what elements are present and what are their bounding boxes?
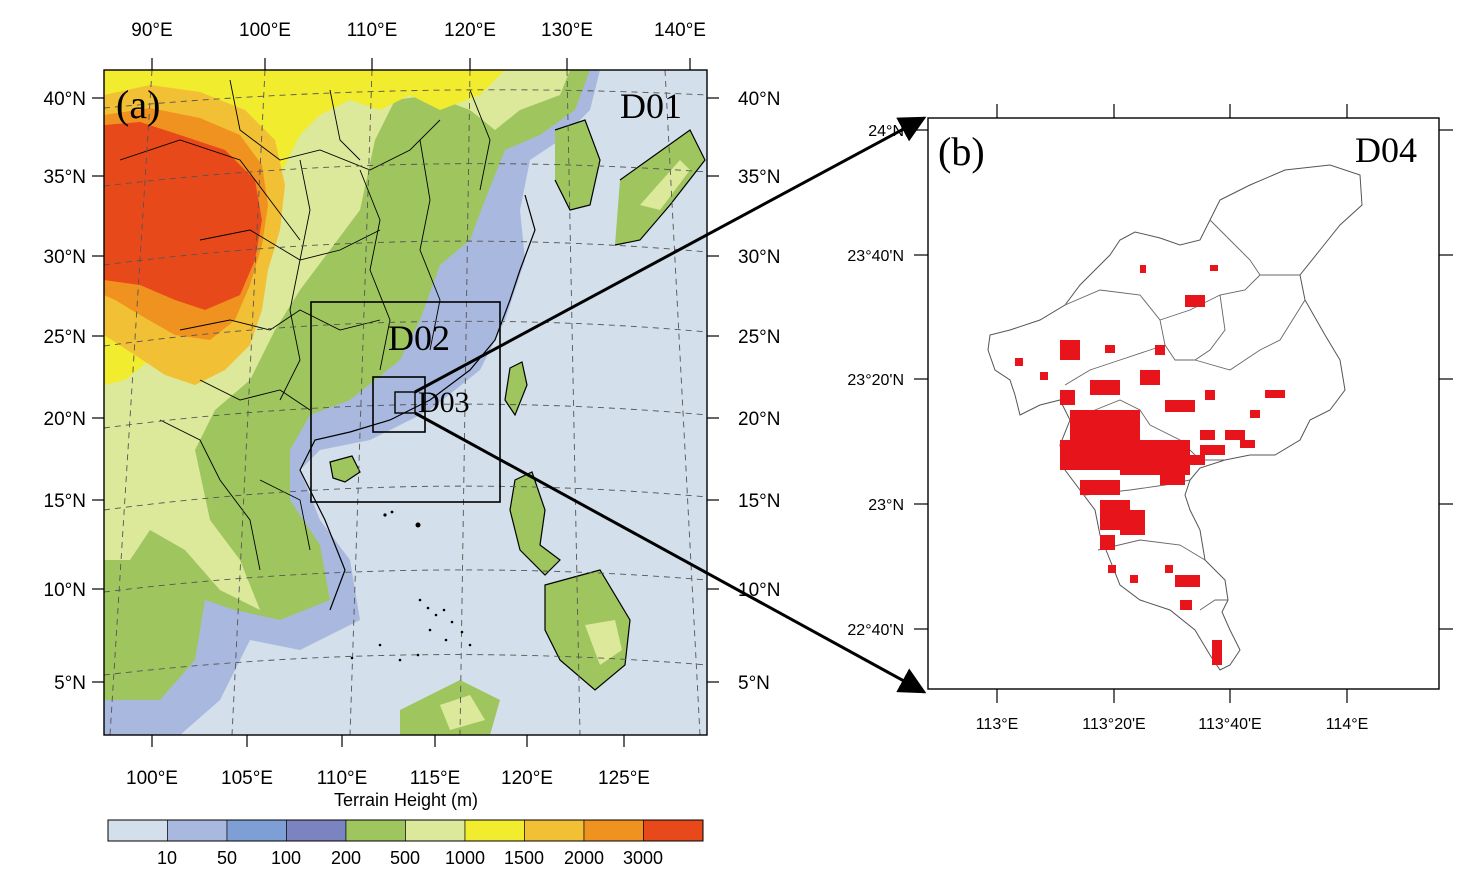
- terrain-layer-3000m: [104, 122, 262, 310]
- panel-b-map: (b) D04 24°N 23°40'N 23°20'N 23°N 22°40'…: [847, 104, 1453, 733]
- colorbar-cell: [286, 819, 347, 842]
- left-lat-label: 35°N: [44, 167, 86, 188]
- colorbar-label: 100: [271, 848, 301, 868]
- right-lat-label: 5°N: [738, 673, 770, 694]
- bottom-lon-label: 114°E: [1326, 716, 1369, 733]
- left-lat-label: 30°N: [44, 247, 86, 268]
- left-lat-label: 23°40'N: [847, 248, 904, 265]
- top-lon-label: 110°E: [347, 20, 398, 41]
- philippines-south-high: [585, 620, 622, 665]
- panel-a-top-lon-labels: 90°E 100°E 110°E 120°E 130°E 140°E: [131, 20, 706, 41]
- colorbar-labels: 10 50 100 200 500 1000 1500 2000 3000: [157, 848, 663, 868]
- taiwan-island: [505, 362, 527, 415]
- left-lat-label: 22°40'N: [847, 622, 904, 639]
- domain-label-d03: D03: [418, 386, 470, 419]
- panel-b-bottom-lon-labels: 113°E 113°20'E 113°40'E 114°E: [976, 716, 1369, 733]
- colorbar-cell: [643, 819, 704, 842]
- top-lon-label: 120°E: [444, 20, 496, 41]
- top-lon-label: 90°E: [131, 20, 172, 41]
- right-lat-label: 30°N: [738, 247, 780, 268]
- colorbar-cell: [167, 819, 228, 842]
- domain-label-d02: D02: [388, 318, 450, 358]
- coastlines: [299, 119, 706, 691]
- left-lat-label: 23°N: [868, 497, 904, 514]
- bottom-lon-label: 105°E: [221, 768, 273, 789]
- top-lon-label: 100°E: [239, 20, 291, 41]
- colorbar-title: Terrain Height (m): [334, 790, 478, 810]
- colorbar-cell: [405, 819, 466, 842]
- right-lat-label: 15°N: [738, 491, 780, 512]
- left-lat-label: 20°N: [44, 409, 86, 430]
- colorbar: Terrain Height (m) 10 50 100 200 500 100…: [107, 790, 704, 868]
- left-lat-label: 23°20'N: [847, 372, 904, 389]
- domain-box-d04: [394, 391, 416, 414]
- bottom-lon-label: 120°E: [501, 768, 553, 789]
- panel-a-bottom-lon-labels: 100°E 105°E 110°E 115°E 120°E 125°E: [126, 768, 650, 789]
- left-lat-label: 25°N: [44, 327, 86, 348]
- colorbar-cell: [464, 819, 525, 842]
- panel-b-left-lat-labels: 24°N 23°40'N 23°20'N 23°N 22°40'N: [847, 123, 904, 639]
- colorbar-label: 200: [331, 848, 361, 868]
- city-outline: [987, 164, 1363, 671]
- japan-islands-inner: [640, 160, 690, 210]
- colorbar-cell: [345, 819, 406, 842]
- connector-arrow-bottom: [414, 411, 927, 694]
- panel-b-ticks: [914, 104, 1453, 703]
- colorbar-label: 3000: [623, 848, 663, 868]
- panel-a-label: (a): [116, 82, 160, 127]
- scs-islands: [350, 510, 472, 662]
- bottom-lon-label: 115°E: [410, 768, 461, 789]
- left-lat-label: 40°N: [44, 89, 86, 110]
- left-lat-label: 15°N: [44, 491, 86, 512]
- philippines-luzon: [510, 472, 560, 575]
- left-lat-label: 24°N: [868, 123, 904, 140]
- colorbar-label: 50: [217, 848, 237, 868]
- urban-areas: [1015, 265, 1285, 665]
- colorbar-cell: [107, 819, 168, 842]
- colorbar-label: 10: [157, 848, 177, 868]
- domain-box-d02: [310, 301, 501, 503]
- hainan-island: [330, 456, 360, 482]
- province-boundaries: [119, 79, 491, 571]
- bottom-lon-label: 113°20'E: [1082, 716, 1145, 733]
- domain-label-d04: D04: [1355, 130, 1417, 170]
- top-lon-label: 140°E: [654, 20, 706, 41]
- panel-a-frame: [103, 69, 708, 736]
- right-lat-label: 40°N: [738, 89, 780, 110]
- colorbar-cell: [583, 819, 644, 842]
- borneo-high: [440, 695, 485, 730]
- colorbar-label: 1500: [504, 848, 544, 868]
- right-lat-label: 10°N: [738, 580, 780, 601]
- colorbar-frame: [107, 819, 704, 842]
- colorbar-label: 500: [390, 848, 420, 868]
- colorbar-cells: [107, 819, 704, 842]
- colorbar-cell: [226, 819, 287, 842]
- colorbar-label: 2000: [564, 848, 604, 868]
- bottom-lon-label: 110°E: [317, 768, 368, 789]
- bottom-lon-label: 100°E: [126, 768, 178, 789]
- colorbar-cell: [524, 819, 585, 842]
- panel-a-left-lat-labels: 40°N 35°N 30°N 25°N 20°N 15°N 10°N 5°N: [44, 89, 86, 694]
- top-lon-label: 130°E: [541, 20, 593, 41]
- bottom-lon-label: 113°40'E: [1198, 716, 1261, 733]
- bottom-lon-label: 125°E: [598, 768, 650, 789]
- domain-label-d01: D01: [620, 86, 682, 126]
- right-lat-label: 25°N: [738, 327, 780, 348]
- right-lat-label: 35°N: [738, 167, 780, 188]
- domain-box-d03: [372, 376, 426, 433]
- left-lat-label: 10°N: [44, 580, 86, 601]
- panel-a-ticks: [92, 58, 719, 747]
- panel-b-label: (b): [938, 129, 985, 174]
- connector-arrow-top: [414, 116, 927, 394]
- connector-arrows: [414, 116, 927, 694]
- left-lat-label: 5°N: [54, 673, 86, 694]
- bottom-lon-label: 113°E: [976, 716, 1019, 733]
- graticule: [104, 70, 707, 735]
- panel-b-frame: [927, 117, 1440, 690]
- colorbar-label: 1000: [445, 848, 485, 868]
- panel-a-map: (a) D01 D02 D03 90°E 100°E 110°E 120°E 1…: [44, 20, 781, 789]
- right-lat-label: 20°N: [738, 409, 780, 430]
